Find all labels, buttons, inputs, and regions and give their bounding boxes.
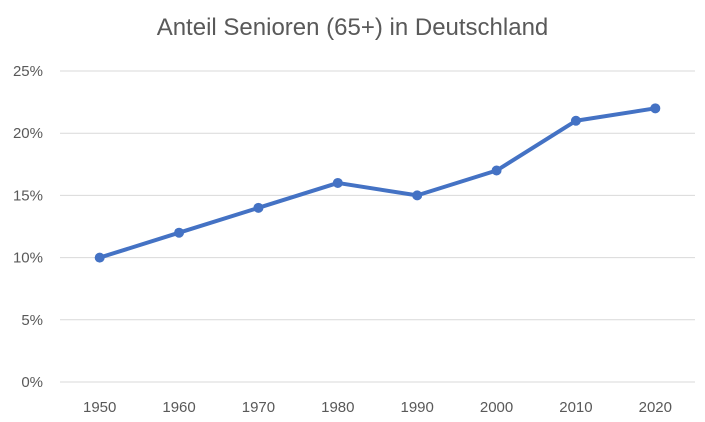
data-point: [412, 190, 423, 201]
series-line: [97, 106, 658, 260]
y-tick-label: 0%: [21, 374, 43, 391]
x-tick-label: 1990: [401, 399, 434, 416]
series-layer: [94, 103, 661, 263]
data-point: [174, 227, 185, 238]
x-axis-tick-labels: 1950 1960 1970 1980 1990 2000 2010 2020: [83, 399, 672, 416]
data-point: [650, 103, 661, 114]
y-tick-label: 20%: [13, 125, 43, 142]
data-point: [332, 177, 343, 188]
gridlines: [60, 70, 695, 383]
y-tick-label: 15%: [13, 187, 43, 204]
x-tick-label: 1960: [162, 399, 195, 416]
data-point: [491, 165, 502, 176]
y-tick-label: 5%: [21, 312, 43, 329]
x-tick-label: 2020: [639, 399, 672, 416]
x-tick-label: 1970: [242, 399, 275, 416]
x-tick-label: 2000: [480, 399, 513, 416]
y-axis-tick-labels: 0% 5% 10% 15% 20% 25%: [13, 63, 43, 391]
y-tick-label: 25%: [13, 63, 43, 80]
x-tick-label: 2010: [559, 399, 592, 416]
data-point: [570, 115, 581, 126]
y-tick-label: 10%: [13, 250, 43, 267]
chart-title: Anteil Senioren (65+) in Deutschland: [156, 14, 549, 41]
data-point: [94, 252, 105, 263]
data-point: [253, 202, 264, 213]
x-tick-label: 1980: [321, 399, 354, 416]
x-tick-label: 1950: [83, 399, 116, 416]
